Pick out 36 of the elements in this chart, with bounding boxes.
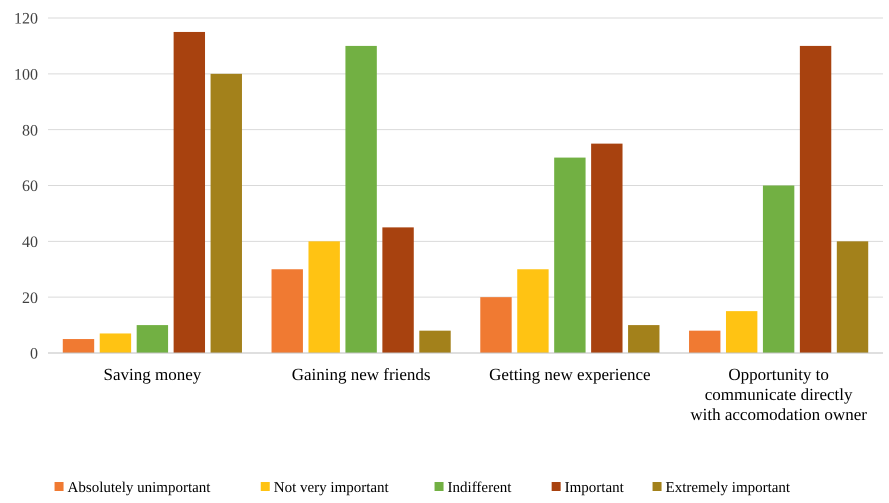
x-tick-label: Getting new experience (489, 365, 651, 384)
bar (517, 269, 549, 353)
bar (100, 333, 132, 353)
x-tick-label: Saving money (104, 365, 202, 384)
x-tick-label: Opportunity to communicate directly with accomodation owner (690, 365, 868, 424)
legend-label: Extremely important (666, 480, 791, 496)
bar (800, 46, 832, 353)
bar (628, 325, 660, 353)
bar (210, 74, 242, 353)
bar (591, 144, 623, 353)
bar (174, 32, 206, 353)
bar (345, 46, 377, 353)
legend-label: Absolutely unimportant (68, 480, 212, 496)
bar (308, 241, 340, 353)
legend-label: Indifferent (448, 480, 512, 496)
bar (689, 330, 720, 353)
bar (382, 227, 414, 353)
bar (762, 186, 794, 353)
bar (554, 158, 586, 353)
bar (480, 297, 512, 353)
y-tick-label: 100 (14, 66, 38, 84)
y-tick-label: 20 (22, 290, 38, 307)
y-tick-label: 60 (22, 178, 38, 196)
bar (419, 330, 451, 353)
bar (726, 311, 758, 353)
bar (272, 269, 303, 353)
x-tick-label: Gaining new friends (292, 365, 431, 384)
bar (62, 339, 94, 353)
y-tick-label: 80 (22, 122, 38, 140)
bar (836, 241, 868, 353)
y-tick-label: 0 (30, 346, 38, 363)
bar (136, 325, 168, 353)
y-tick-label: 120 (14, 10, 38, 28)
legend-label: Not very important (274, 480, 390, 496)
y-tick-label: 40 (22, 234, 38, 251)
legend-label: Important (564, 480, 625, 496)
